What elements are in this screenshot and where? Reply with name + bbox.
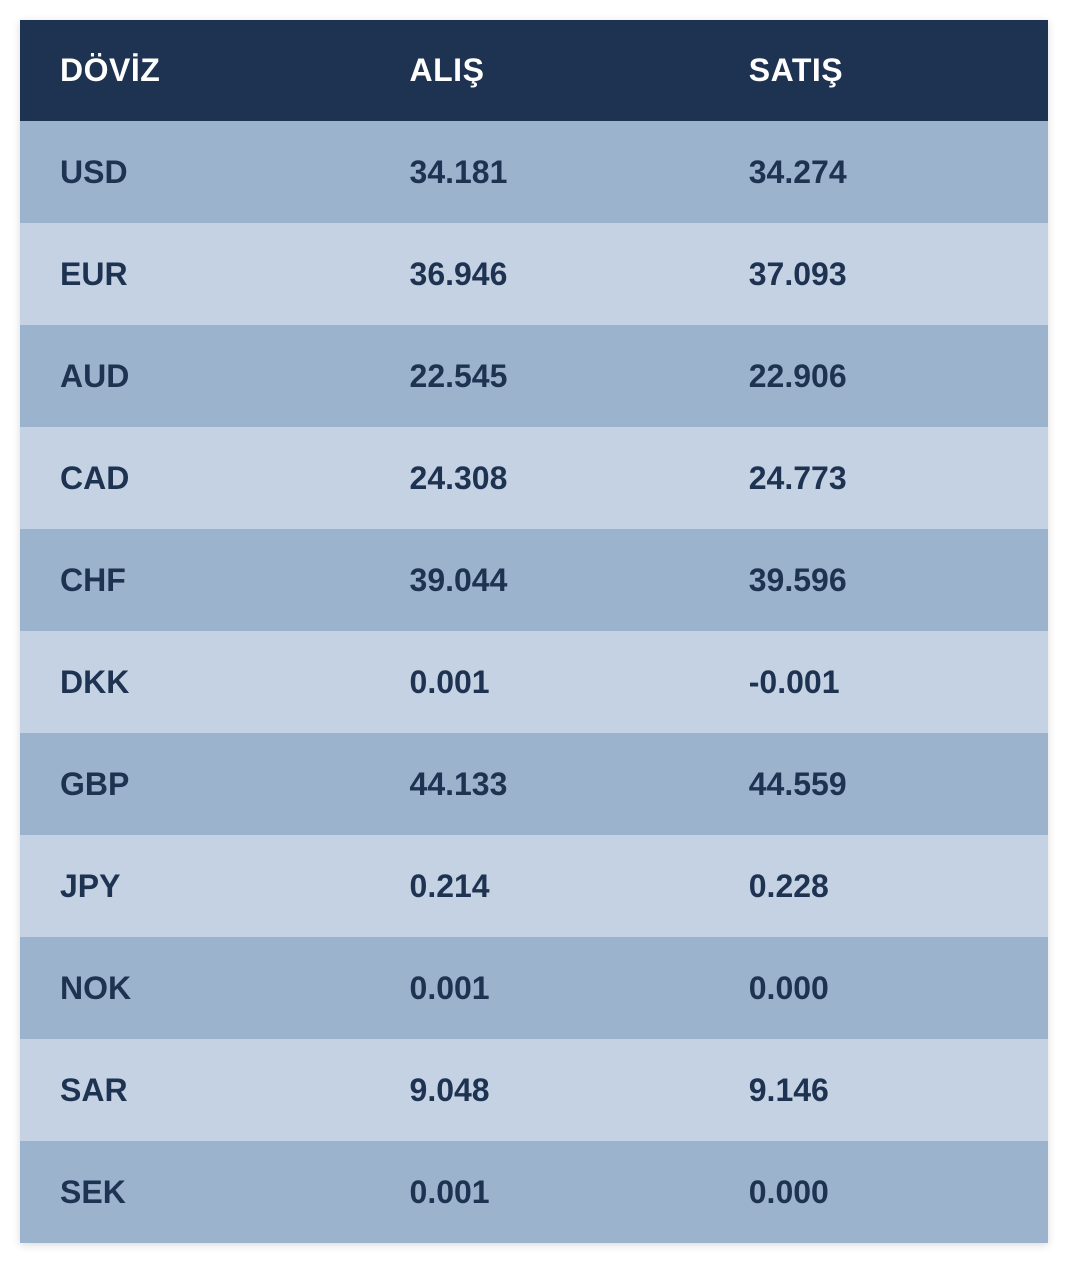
currency-code: JPY (20, 835, 370, 937)
currency-code: AUD (20, 325, 370, 427)
table-row: NOK 0.001 0.000 (20, 937, 1048, 1039)
buy-rate: 34.181 (370, 121, 709, 223)
currency-code: CAD (20, 427, 370, 529)
table-row: USD 34.181 34.274 (20, 121, 1048, 223)
header-currency: DÖVİZ (20, 20, 370, 121)
sell-rate: 0.000 (709, 937, 1048, 1039)
buy-rate: 24.308 (370, 427, 709, 529)
sell-rate: 0.000 (709, 1141, 1048, 1243)
table-row: EUR 36.946 37.093 (20, 223, 1048, 325)
sell-rate: 0.228 (709, 835, 1048, 937)
header-row: DÖVİZ ALIŞ SATIŞ (20, 20, 1048, 121)
table-row: DKK 0.001 -0.001 (20, 631, 1048, 733)
table-row: SAR 9.048 9.146 (20, 1039, 1048, 1141)
table-row: GBP 44.133 44.559 (20, 733, 1048, 835)
buy-rate: 39.044 (370, 529, 709, 631)
exchange-rates-table: DÖVİZ ALIŞ SATIŞ USD 34.181 34.274 EUR 3… (20, 20, 1048, 1243)
buy-rate: 22.545 (370, 325, 709, 427)
currency-code: SEK (20, 1141, 370, 1243)
buy-rate: 36.946 (370, 223, 709, 325)
buy-rate: 0.001 (370, 937, 709, 1039)
currency-exchange-table: DÖVİZ ALIŞ SATIŞ USD 34.181 34.274 EUR 3… (20, 20, 1048, 1243)
table-row: CHF 39.044 39.596 (20, 529, 1048, 631)
table-row: AUD 22.545 22.906 (20, 325, 1048, 427)
sell-rate: 22.906 (709, 325, 1048, 427)
buy-rate: 9.048 (370, 1039, 709, 1141)
buy-rate: 0.001 (370, 631, 709, 733)
currency-code: CHF (20, 529, 370, 631)
buy-rate: 0.214 (370, 835, 709, 937)
currency-code: EUR (20, 223, 370, 325)
sell-rate: 44.559 (709, 733, 1048, 835)
header-buy: ALIŞ (370, 20, 709, 121)
table-row: SEK 0.001 0.000 (20, 1141, 1048, 1243)
currency-code: USD (20, 121, 370, 223)
currency-code: SAR (20, 1039, 370, 1141)
table-body: USD 34.181 34.274 EUR 36.946 37.093 AUD … (20, 121, 1048, 1243)
sell-rate: 24.773 (709, 427, 1048, 529)
sell-rate: 9.146 (709, 1039, 1048, 1141)
table-row: CAD 24.308 24.773 (20, 427, 1048, 529)
currency-code: DKK (20, 631, 370, 733)
sell-rate: 37.093 (709, 223, 1048, 325)
buy-rate: 0.001 (370, 1141, 709, 1243)
sell-rate: -0.001 (709, 631, 1048, 733)
sell-rate: 39.596 (709, 529, 1048, 631)
table-row: JPY 0.214 0.228 (20, 835, 1048, 937)
sell-rate: 34.274 (709, 121, 1048, 223)
currency-code: NOK (20, 937, 370, 1039)
table-header: DÖVİZ ALIŞ SATIŞ (20, 20, 1048, 121)
header-sell: SATIŞ (709, 20, 1048, 121)
buy-rate: 44.133 (370, 733, 709, 835)
currency-code: GBP (20, 733, 370, 835)
